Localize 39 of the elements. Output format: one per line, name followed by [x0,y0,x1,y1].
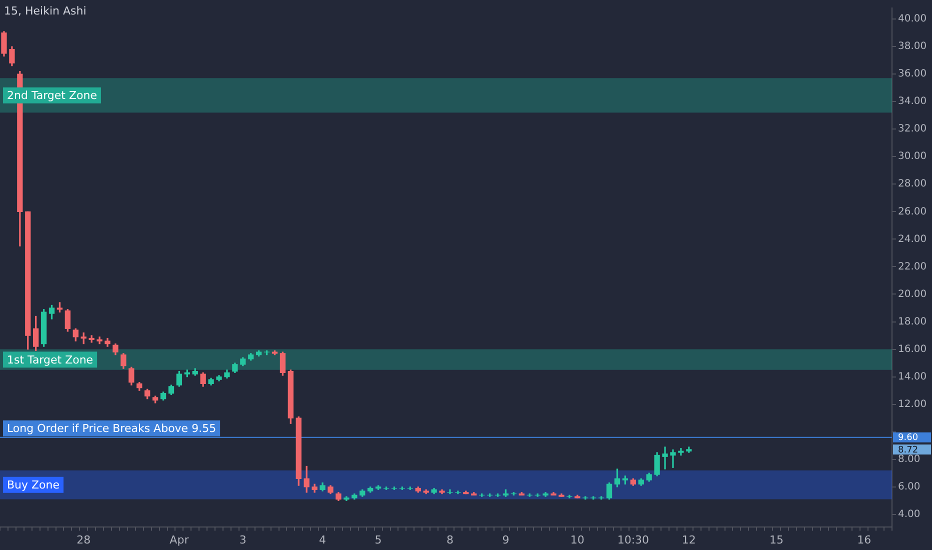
y-tick-label: 18.00 [898,316,927,328]
band-label: 2nd Target Zone [7,89,98,102]
y-tick-label: 38.00 [898,41,927,52]
y-tick-label: 8.00 [898,454,920,465]
x-tick-label: Apr [170,533,190,546]
text: 9.60 [898,433,918,444]
candlestick [662,446,668,470]
x-tick-label: 4 [319,533,326,546]
x-tick-label: 10 [570,533,584,546]
y-tick-label: 28.00 [898,178,927,190]
x-tick-label: 9 [502,533,510,546]
x-tick-label: 5 [374,533,382,546]
y-tick-label: 14.00 [898,371,927,382]
y-tick-label: 32.00 [898,124,927,135]
x-tick-label: 28 [76,533,91,546]
x-tick-label: 10:30 [617,533,650,546]
y-tick-label: 34.00 [898,96,927,108]
y-tick-label: 30.00 [898,151,927,162]
x-tick-label: 8 [446,533,454,546]
text: 8.72 [898,445,918,456]
y-tick-label: 6.00 [898,481,920,492]
y-tick-label: 26.00 [898,206,927,218]
ref-line-label: Long Order if Price Breaks Above 9.55 [7,422,216,436]
y-tick-label: 4.00 [898,509,920,520]
candlestick [670,449,676,468]
x-tick-label: 12 [682,533,696,546]
y-tick-label: 12.00 [898,398,927,410]
band-label: 1st Target Zone [7,353,94,366]
chart-title: 15, Heikin Ashi [4,4,86,18]
x-tick-label: 16 [857,533,872,546]
y-tick-label: 24.00 [898,234,927,245]
y-tick-label: 16.00 [898,344,927,355]
band-label: Buy Zone [7,478,60,492]
x-tick-label: 15 [770,533,784,546]
x-tick-label: 3 [239,533,246,546]
y-tick-label: 40.00 [898,14,927,25]
y-tick-label: 22.00 [898,261,927,272]
y-tick-label: 36.00 [898,68,927,80]
y-tick-label: 20.00 [898,288,927,300]
